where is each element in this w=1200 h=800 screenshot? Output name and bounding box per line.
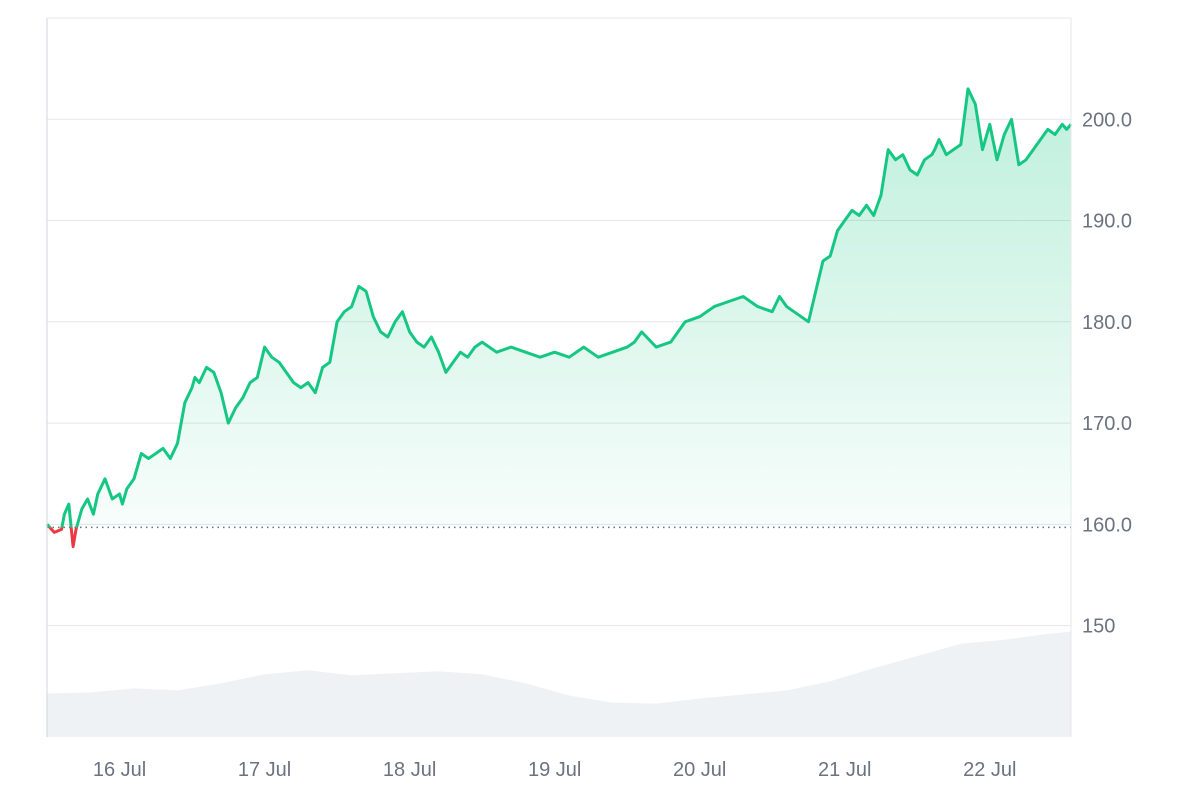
x-tick-label-4: 20 Jul — [673, 759, 726, 781]
y-tick-label-5: 200.0 — [1082, 109, 1132, 131]
x-tick-label-2: 18 Jul — [383, 759, 436, 781]
y-tick-label-1: 160.0 — [1082, 514, 1132, 536]
x-tick-label-5: 21 Jul — [818, 759, 871, 781]
price-line — [45, 87, 1073, 549]
x-tick-label-0: 16 Jul — [93, 759, 146, 781]
price-area-fill — [47, 88, 1071, 528]
volume-fill — [47, 631, 1071, 737]
y-tick-label-2: 170.0 — [1082, 413, 1132, 435]
y-axis-labels: 150 160.0 170.0 180.0 190.0 200.0 — [1082, 109, 1132, 637]
x-tick-label-3: 19 Jul — [528, 759, 581, 781]
x-tick-label-1: 17 Jul — [238, 759, 291, 781]
x-tick-label-6: 22 Jul — [963, 759, 1016, 781]
price-line-up — [45, 87, 1073, 528]
y-tick-label-3: 180.0 — [1082, 312, 1132, 334]
y-tick-label-4: 190.0 — [1082, 211, 1132, 233]
price-area — [47, 88, 1071, 528]
x-axis-labels: 16 Jul 17 Jul 18 Jul 19 Jul 20 Jul 21 Jul 22 J… — [93, 759, 1017, 781]
y-tick-label-0: 150 — [1082, 616, 1115, 638]
volume-area — [47, 631, 1071, 737]
